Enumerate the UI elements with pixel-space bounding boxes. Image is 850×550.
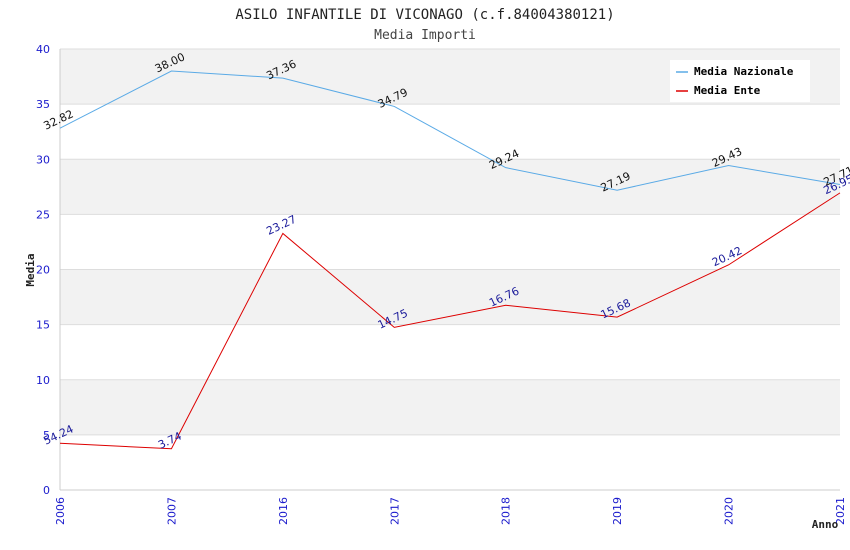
y-tick-label: 0 [43, 484, 50, 497]
y-tick-label: 5 [43, 429, 50, 442]
legend-box [670, 60, 810, 102]
y-tick-label: 35 [36, 98, 50, 111]
legend-label-ente: Media Ente [694, 84, 761, 97]
legend: Media Nazionale Media Ente [670, 60, 810, 102]
grid-bands [60, 49, 840, 435]
series-line [59, 70, 841, 191]
grid-band [60, 379, 840, 435]
grid-band [60, 159, 840, 215]
x-tick-label: 2007 [165, 497, 178, 525]
y-axis-label: Media [24, 253, 37, 286]
x-axis-label: Anno [812, 518, 839, 531]
gridlines [60, 48, 840, 491]
legend-label-nazionale: Media Nazionale [694, 65, 794, 78]
y-tick-label: 30 [36, 153, 50, 166]
x-tick-label: 2016 [277, 497, 290, 525]
data-label: 23.27 [264, 213, 298, 238]
chart-subtitle: Media Importi [374, 28, 476, 43]
x-tick-label: 2017 [388, 497, 401, 525]
x-tick-label: 2019 [611, 497, 624, 525]
y-tick-label: 40 [36, 43, 50, 56]
data-label: 32.82 [41, 107, 75, 132]
chart-title: ASILO INFANTILE DI VICONAGO (c.f.8400438… [235, 7, 614, 23]
y-axis-ticks: 0 5 10 15 20 25 30 35 40 [36, 43, 50, 497]
grid-band [60, 269, 840, 325]
x-tick-label: 2006 [54, 497, 67, 525]
x-axis-ticks: 2006 2007 2016 2017 2018 2019 2020 2021 [54, 497, 847, 525]
x-tick-label: 2020 [723, 497, 736, 525]
series-lines [59, 70, 841, 450]
y-tick-label: 15 [36, 319, 50, 332]
series-line [59, 192, 841, 450]
x-tick-label: 2021 [834, 497, 847, 525]
x-tick-label: 2018 [500, 497, 513, 525]
y-tick-label: 10 [36, 374, 50, 387]
y-tick-label: 25 [36, 208, 50, 221]
y-tick-label: 20 [36, 264, 50, 277]
